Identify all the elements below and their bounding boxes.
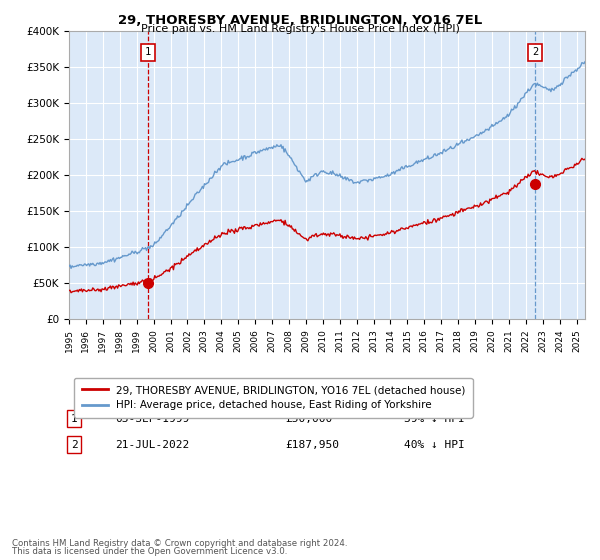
Text: Price paid vs. HM Land Registry's House Price Index (HPI): Price paid vs. HM Land Registry's House … [140, 24, 460, 34]
Text: 40% ↓ HPI: 40% ↓ HPI [404, 440, 465, 450]
Text: 39% ↓ HPI: 39% ↓ HPI [404, 414, 465, 424]
Text: £50,000: £50,000 [286, 414, 333, 424]
Text: This data is licensed under the Open Government Licence v3.0.: This data is licensed under the Open Gov… [12, 547, 287, 556]
Text: 1: 1 [145, 48, 151, 58]
Legend: 29, THORESBY AVENUE, BRIDLINGTON, YO16 7EL (detached house), HPI: Average price,: 29, THORESBY AVENUE, BRIDLINGTON, YO16 7… [74, 378, 473, 418]
Text: £187,950: £187,950 [286, 440, 340, 450]
Text: 21-JUL-2022: 21-JUL-2022 [115, 440, 190, 450]
Text: 03-SEP-1999: 03-SEP-1999 [115, 414, 190, 424]
Text: Contains HM Land Registry data © Crown copyright and database right 2024.: Contains HM Land Registry data © Crown c… [12, 539, 347, 548]
Text: 1: 1 [71, 414, 77, 424]
Text: 29, THORESBY AVENUE, BRIDLINGTON, YO16 7EL: 29, THORESBY AVENUE, BRIDLINGTON, YO16 7… [118, 14, 482, 27]
Text: 2: 2 [532, 48, 538, 58]
Text: 2: 2 [71, 440, 77, 450]
